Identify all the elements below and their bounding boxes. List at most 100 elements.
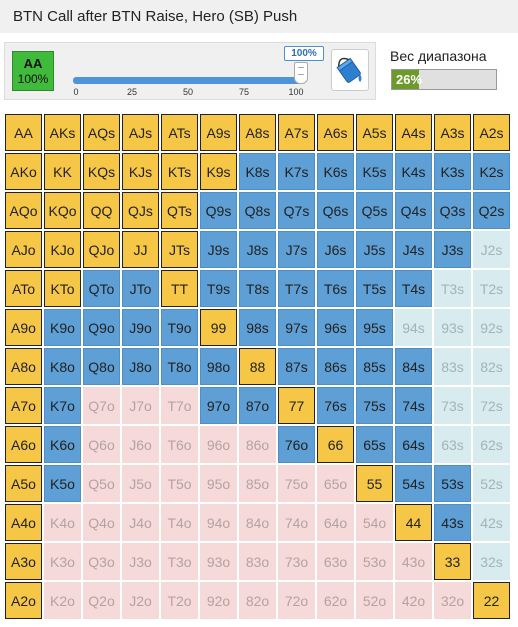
hand-cell-85s[interactable]: 85s xyxy=(356,348,393,385)
hand-cell-k9o[interactable]: K9o xyxy=(44,309,81,346)
hand-cell-t7o[interactable]: T7o xyxy=(161,387,198,424)
hand-cell-j4o[interactable]: J4o xyxy=(122,504,159,541)
hand-cell-t5s[interactable]: T5s xyxy=(356,270,393,307)
hand-cell-43o[interactable]: 43o xyxy=(395,543,432,580)
hand-cell-92s[interactable]: 92s xyxy=(473,309,510,346)
hand-cell-52o[interactable]: 52o xyxy=(356,582,393,619)
hand-cell-q9s[interactable]: Q9s xyxy=(200,192,237,229)
hand-cell-kqo[interactable]: KQo xyxy=(44,192,81,229)
hand-cell-63o[interactable]: 63o xyxy=(317,543,354,580)
hand-cell-jj[interactable]: JJ xyxy=(122,231,159,268)
hand-cell-aks[interactable]: AKs xyxy=(44,114,81,151)
hand-cell-k4s[interactable]: K4s xyxy=(395,153,432,190)
hand-cell-aqo[interactable]: AQo xyxy=(5,192,42,229)
hand-cell-a4s[interactable]: A4s xyxy=(395,114,432,151)
hand-cell-77[interactable]: 77 xyxy=(278,387,315,424)
hand-cell-qq[interactable]: QQ xyxy=(83,192,120,229)
hand-cell-t6o[interactable]: T6o xyxy=(161,426,198,463)
hand-cell-88[interactable]: 88 xyxy=(239,348,276,385)
hand-cell-kts[interactable]: KTs xyxy=(161,153,198,190)
hand-cell-t7s[interactable]: T7s xyxy=(278,270,315,307)
hand-cell-76o[interactable]: 76o xyxy=(278,426,315,463)
hand-cell-a5o[interactable]: A5o xyxy=(5,465,42,502)
hand-cell-82o[interactable]: 82o xyxy=(239,582,276,619)
hand-cell-a8o[interactable]: A8o xyxy=(5,348,42,385)
hand-cell-j7s[interactable]: J7s xyxy=(278,231,315,268)
hand-cell-75s[interactable]: 75s xyxy=(356,387,393,424)
hand-cell-a7s[interactable]: A7s xyxy=(278,114,315,151)
hand-cell-t2o[interactable]: T2o xyxy=(161,582,198,619)
hand-cell-a8s[interactable]: A8s xyxy=(239,114,276,151)
hand-cell-k6s[interactable]: K6s xyxy=(317,153,354,190)
hand-cell-kjo[interactable]: KJo xyxy=(44,231,81,268)
frequency-slider-thumb[interactable] xyxy=(294,62,308,84)
hand-cell-aqs[interactable]: AQs xyxy=(83,114,120,151)
hand-cell-ako[interactable]: AKo xyxy=(5,153,42,190)
hand-cell-kjs[interactable]: KJs xyxy=(122,153,159,190)
hand-cell-97o[interactable]: 97o xyxy=(200,387,237,424)
hand-cell-kqs[interactable]: KQs xyxy=(83,153,120,190)
hand-cell-86s[interactable]: 86s xyxy=(317,348,354,385)
hand-cell-32o[interactable]: 32o xyxy=(434,582,471,619)
hand-cell-44[interactable]: 44 xyxy=(395,504,432,541)
hand-cell-33[interactable]: 33 xyxy=(434,543,471,580)
hand-cell-64o[interactable]: 64o xyxy=(317,504,354,541)
hand-cell-66[interactable]: 66 xyxy=(317,426,354,463)
hand-cell-63s[interactable]: 63s xyxy=(434,426,471,463)
hand-cell-j6s[interactable]: J6s xyxy=(317,231,354,268)
hand-cell-q6o[interactable]: Q6o xyxy=(83,426,120,463)
hand-cell-q9o[interactable]: Q9o xyxy=(83,309,120,346)
hand-cell-t9s[interactable]: T9s xyxy=(200,270,237,307)
hand-cell-72s[interactable]: 72s xyxy=(473,387,510,424)
hand-cell-q5o[interactable]: Q5o xyxy=(83,465,120,502)
hand-cell-t8s[interactable]: T8s xyxy=(239,270,276,307)
hand-cell-ajs[interactable]: AJs xyxy=(122,114,159,151)
hand-cell-k6o[interactable]: K6o xyxy=(44,426,81,463)
hand-cell-t6s[interactable]: T6s xyxy=(317,270,354,307)
hand-cell-q3s[interactable]: Q3s xyxy=(434,192,471,229)
hand-cell-q3o[interactable]: Q3o xyxy=(83,543,120,580)
hand-cell-53s[interactable]: 53s xyxy=(434,465,471,502)
hand-cell-j8s[interactable]: J8s xyxy=(239,231,276,268)
hand-cell-t4o[interactable]: T4o xyxy=(161,504,198,541)
hand-cell-73s[interactable]: 73s xyxy=(434,387,471,424)
hand-cell-k4o[interactable]: K4o xyxy=(44,504,81,541)
hand-cell-76s[interactable]: 76s xyxy=(317,387,354,424)
hand-cell-j2o[interactable]: J2o xyxy=(122,582,159,619)
hand-cell-42o[interactable]: 42o xyxy=(395,582,432,619)
hand-cell-93s[interactable]: 93s xyxy=(434,309,471,346)
hand-cell-98o[interactable]: 98o xyxy=(200,348,237,385)
frequency-slider-track[interactable] xyxy=(73,77,301,84)
hand-cell-ajo[interactable]: AJo xyxy=(5,231,42,268)
hand-cell-42s[interactable]: 42s xyxy=(473,504,510,541)
hand-cell-k2s[interactable]: K2s xyxy=(473,153,510,190)
hand-cell-53o[interactable]: 53o xyxy=(356,543,393,580)
hand-cell-j9o[interactable]: J9o xyxy=(122,309,159,346)
hand-cell-32s[interactable]: 32s xyxy=(473,543,510,580)
hand-cell-q5s[interactable]: Q5s xyxy=(356,192,393,229)
hand-cell-t2s[interactable]: T2s xyxy=(473,270,510,307)
hand-cell-87o[interactable]: 87o xyxy=(239,387,276,424)
hand-cell-jto[interactable]: JTo xyxy=(122,270,159,307)
hand-cell-97s[interactable]: 97s xyxy=(278,309,315,346)
hand-cell-83s[interactable]: 83s xyxy=(434,348,471,385)
hand-cell-tt[interactable]: TT xyxy=(161,270,198,307)
hand-cell-96o[interactable]: 96o xyxy=(200,426,237,463)
hand-cell-a9o[interactable]: A9o xyxy=(5,309,42,346)
hand-cell-62s[interactable]: 62s xyxy=(473,426,510,463)
hand-cell-qjs[interactable]: QJs xyxy=(122,192,159,229)
hand-cell-84o[interactable]: 84o xyxy=(239,504,276,541)
hand-cell-qts[interactable]: QTs xyxy=(161,192,198,229)
hand-cell-q7o[interactable]: Q7o xyxy=(83,387,120,424)
hand-cell-q4o[interactable]: Q4o xyxy=(83,504,120,541)
hand-cell-t4s[interactable]: T4s xyxy=(395,270,432,307)
hand-cell-64s[interactable]: 64s xyxy=(395,426,432,463)
hand-cell-83o[interactable]: 83o xyxy=(239,543,276,580)
hand-cell-j9s[interactable]: J9s xyxy=(200,231,237,268)
hand-cell-k5s[interactable]: K5s xyxy=(356,153,393,190)
hand-cell-95o[interactable]: 95o xyxy=(200,465,237,502)
hand-cell-t9o[interactable]: T9o xyxy=(161,309,198,346)
hand-cell-k9s[interactable]: K9s xyxy=(200,153,237,190)
hand-cell-62o[interactable]: 62o xyxy=(317,582,354,619)
hand-cell-52s[interactable]: 52s xyxy=(473,465,510,502)
